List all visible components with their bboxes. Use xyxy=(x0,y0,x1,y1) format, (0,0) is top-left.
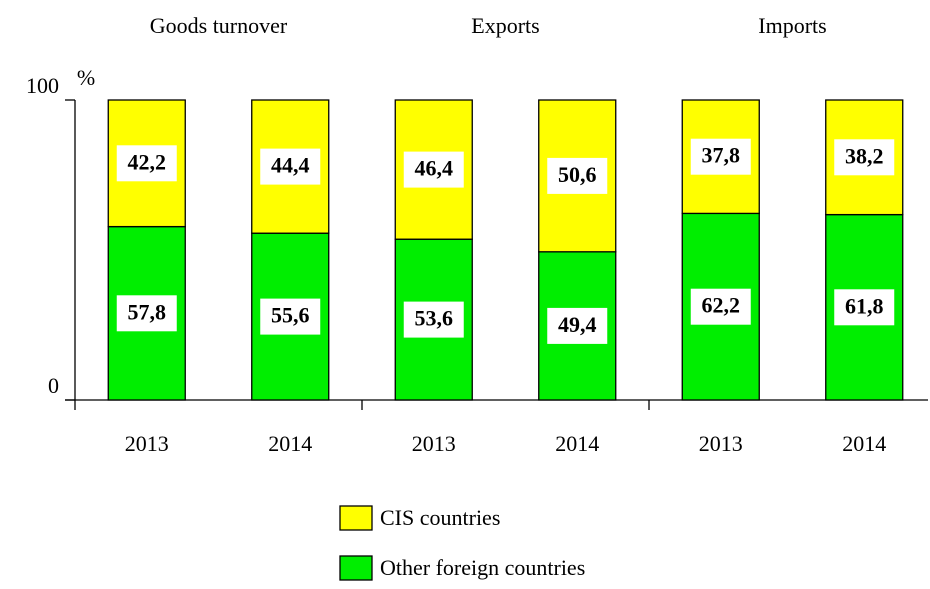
x-tick-label: 2014 xyxy=(842,431,886,456)
value-label: 49,4 xyxy=(558,312,597,337)
value-label-box xyxy=(547,157,608,194)
x-tick-label: 2013 xyxy=(699,431,743,456)
legend-swatch xyxy=(339,505,373,531)
legend-label: Other foreign countries xyxy=(380,555,585,580)
group-label: Imports xyxy=(758,13,826,38)
y-tick-label: 0 xyxy=(48,373,59,398)
legend-swatch xyxy=(339,555,373,581)
x-tick-label: 2014 xyxy=(268,431,312,456)
value-label-box xyxy=(116,295,177,332)
group-label: Exports xyxy=(471,13,539,38)
y-axis-label: % xyxy=(77,65,95,90)
value-label-box xyxy=(690,138,751,175)
value-label: 62,2 xyxy=(702,293,741,318)
value-label-box xyxy=(834,139,895,176)
group-label: Goods turnover xyxy=(150,13,288,38)
value-label: 61,8 xyxy=(845,293,884,318)
x-tick-label: 2014 xyxy=(555,431,599,456)
value-label: 37,8 xyxy=(702,143,741,168)
legend-label: CIS countries xyxy=(380,505,500,530)
value-label-box xyxy=(547,307,608,344)
value-label: 46,4 xyxy=(415,156,454,181)
value-label-box xyxy=(403,301,464,338)
value-label-box xyxy=(403,151,464,188)
value-label-box xyxy=(116,145,177,182)
value-label: 44,4 xyxy=(271,153,310,178)
value-label-box xyxy=(690,288,751,325)
y-tick-label: 100 xyxy=(26,73,59,98)
value-label: 38,2 xyxy=(845,143,884,168)
value-label-box xyxy=(260,298,321,335)
value-label-box xyxy=(260,148,321,185)
value-label: 55,6 xyxy=(271,303,310,328)
x-tick-label: 2013 xyxy=(125,431,169,456)
value-label-box xyxy=(834,289,895,326)
x-tick-label: 2013 xyxy=(412,431,456,456)
value-label: 50,6 xyxy=(558,162,597,187)
value-label: 57,8 xyxy=(128,299,167,324)
value-label: 42,2 xyxy=(128,149,167,174)
value-label: 53,6 xyxy=(415,306,454,331)
